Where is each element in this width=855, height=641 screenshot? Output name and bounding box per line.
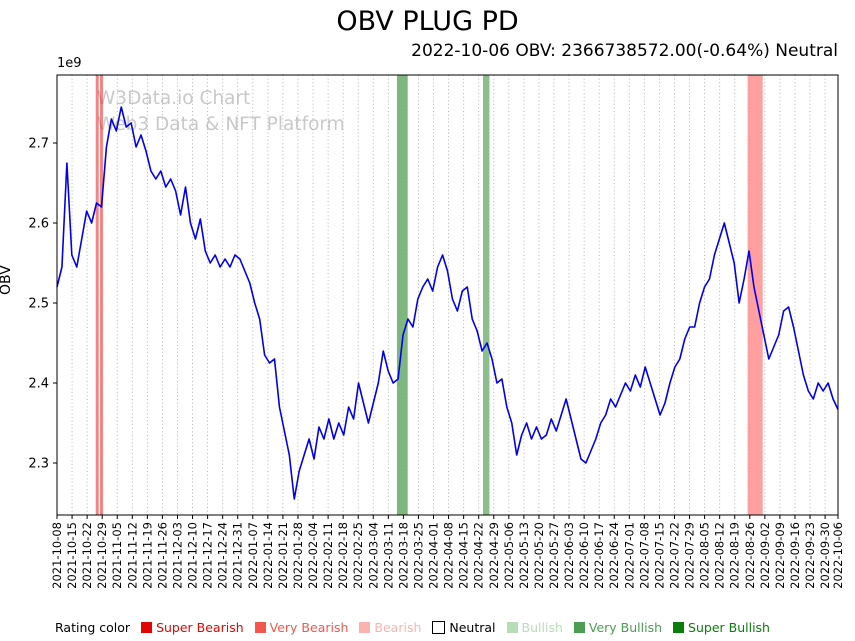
legend-item: Super Bearish (141, 620, 244, 635)
rating-band (95, 75, 99, 515)
y-tick-label: 2.7 (28, 137, 49, 152)
x-tick-label: 2021-11-26 (155, 522, 169, 589)
x-tick-label: 2022-08-05 (698, 522, 712, 589)
x-tick-label: 2022-07-01 (622, 522, 636, 589)
watermark-line1: W3Data.io Chart (97, 88, 251, 109)
y-tick-label: 2.5 (28, 297, 49, 312)
x-tick-label: 2022-05-13 (517, 522, 531, 589)
plot-border (56, 74, 839, 516)
legend-swatch (673, 622, 685, 633)
x-tick-label: 2022-09-16 (788, 522, 802, 589)
legend-item: Super Bullish (673, 620, 770, 635)
x-tick-label: 2022-06-10 (577, 522, 591, 589)
legend-label: Neutral (449, 620, 496, 635)
legend-label: Very Bullish (588, 620, 663, 635)
legend-swatch (359, 622, 371, 633)
rating-legend: Rating color Super Bearish Very Bearish Be… (55, 620, 770, 635)
x-tick-label: 2022-06-24 (607, 522, 621, 589)
x-tick-label: 2022-07-22 (667, 522, 681, 589)
x-tick-label: 2022-05-27 (547, 522, 561, 589)
x-tick-label: 2021-10-29 (95, 522, 109, 589)
x-tick-label: 2022-02-18 (336, 522, 350, 589)
legend-swatch (141, 622, 153, 633)
x-tick-label: 2022-04-01 (427, 522, 441, 589)
x-tick-label: 2022-03-25 (411, 522, 425, 589)
x-tick-label: 2022-07-29 (683, 522, 697, 589)
legend-items: Super Bearish Very Bearish Bearish Neutral B… (141, 620, 770, 635)
x-tick-label: 2022-08-26 (743, 522, 757, 589)
x-tick-label: 2022-01-07 (246, 522, 260, 589)
y-tick-label: 2.4 (28, 377, 49, 392)
x-tick-label: 2022-01-21 (276, 522, 290, 589)
x-tick-label: 2022-08-12 (713, 522, 727, 589)
x-tick-label: 2022-10-06 (831, 522, 845, 589)
legend-label: Super Bearish (156, 620, 244, 635)
x-tick-label: 2021-12-03 (170, 522, 184, 589)
x-tick-label: 2022-09-02 (758, 522, 772, 589)
legend-label: Super Bullish (688, 620, 770, 635)
legend-title: Rating color (55, 620, 131, 635)
x-tick-label: 2021-10-08 (50, 522, 64, 589)
legend-item: Very Bearish (254, 620, 349, 635)
x-tick-label: 2022-03-11 (381, 522, 395, 589)
x-tick-label: 2022-06-03 (562, 522, 576, 589)
legend-label: Very Bearish (269, 620, 349, 635)
x-tick-label: 2021-12-24 (216, 522, 230, 589)
x-tick-label: 2022-08-19 (728, 522, 742, 589)
legend-swatch (254, 622, 266, 633)
rating-band (396, 75, 408, 515)
x-tick-label: 2022-03-04 (366, 522, 380, 589)
x-tick-label: 2022-04-08 (442, 522, 456, 589)
x-tick-label: 2022-02-04 (306, 522, 320, 589)
x-tick-label: 2022-07-15 (652, 522, 666, 589)
obv-series-line (56, 106, 839, 500)
x-tick-label: 2021-11-05 (110, 522, 124, 589)
x-tick-label: 2022-05-06 (502, 522, 516, 589)
x-tick-label: 2022-06-17 (592, 522, 606, 589)
legend-swatch (432, 621, 446, 634)
x-tick-label: 2021-12-10 (186, 522, 200, 589)
y-axis-offset-label: 1e9 (57, 56, 82, 71)
y-tick-label: 2.3 (28, 457, 49, 472)
legend-swatch (573, 622, 585, 633)
x-tick-label: 2022-03-18 (396, 522, 410, 589)
legend-swatch (506, 622, 518, 633)
legend-label: Bullish (521, 620, 563, 635)
x-tick-label: 2021-11-12 (125, 522, 139, 589)
x-tick-label: 2022-07-08 (637, 522, 651, 589)
x-tick-label: 2022-01-14 (261, 522, 275, 589)
legend-item: Bearish (359, 620, 421, 635)
rating-band (483, 75, 490, 515)
x-tick-label: 2022-02-25 (351, 522, 365, 589)
y-tick-label: 2.6 (28, 217, 49, 232)
x-tick-label: 2022-02-11 (321, 522, 335, 589)
x-tick-label: 2022-04-22 (472, 522, 486, 589)
rating-band (100, 75, 104, 515)
x-tick-label: 2022-09-23 (803, 522, 817, 589)
x-tick-label: 2021-12-31 (231, 522, 245, 589)
x-tick-label: 2022-04-29 (487, 522, 501, 589)
legend-item: Very Bullish (573, 620, 663, 635)
x-tick-label: 2021-12-17 (201, 522, 215, 589)
chart-subtitle: 2022-10-06 OBV: 2366738572.00(-0.64%) Ne… (411, 41, 838, 61)
legend-item: Bullish (506, 620, 563, 635)
x-tick-label: 2021-10-22 (80, 522, 94, 589)
x-tick-label: 2021-11-19 (140, 522, 154, 589)
x-tick-label: 2022-09-09 (773, 522, 787, 589)
x-tick-label: 2022-05-20 (532, 522, 546, 589)
x-tick-label: 2022-01-28 (291, 522, 305, 589)
x-tick-label: 2021-10-15 (65, 522, 79, 589)
chart-title: OBV PLUG PD (336, 6, 519, 37)
legend-item: Neutral (432, 620, 496, 635)
x-tick-label: 2022-04-15 (457, 522, 471, 589)
legend-label: Bearish (374, 620, 422, 635)
x-tick-label: 2022-09-30 (818, 522, 832, 589)
